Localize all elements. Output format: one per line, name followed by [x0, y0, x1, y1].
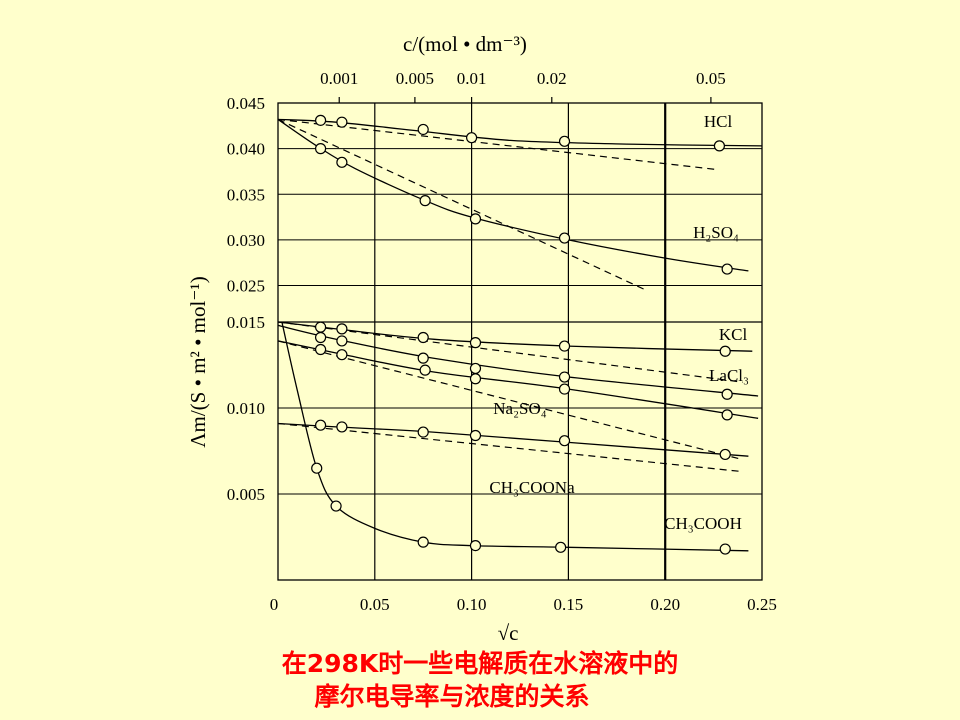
- plot-frame: [277, 102, 763, 581]
- data-point: [558, 135, 571, 147]
- data-point: [719, 448, 731, 461]
- series-label: Na₂SO₄: [493, 399, 546, 418]
- data-point: [721, 409, 733, 421]
- y-axis-tick-label: 0.005: [227, 485, 265, 504]
- data-point: [419, 364, 431, 376]
- top-axis-tick-label: 0.05: [696, 69, 726, 88]
- data-point: [713, 140, 726, 152]
- x-axis-tick-label: 0: [270, 595, 279, 614]
- data-point: [417, 331, 429, 344]
- limiting-law-line: [277, 118, 647, 291]
- series-curve: [277, 321, 753, 352]
- series-curve: [277, 118, 749, 272]
- x-axis-title: √c: [498, 621, 519, 645]
- x-axis-tick-label: 0.10: [457, 595, 487, 614]
- data-point: [311, 462, 323, 474]
- data-point: [555, 541, 567, 553]
- data-point: [469, 362, 482, 375]
- top-axis-title: c/(mol • dm⁻³): [403, 32, 527, 56]
- series-label: HCl: [704, 112, 733, 131]
- x-axis-ticks: 0 0.05 0.10 0.15 0.20 0.25: [270, 595, 777, 614]
- grid: [277, 102, 763, 581]
- y-axis-title: Λm/(S • m² • mol⁻¹): [186, 276, 210, 447]
- top-axis-tick-label: 0.005: [396, 69, 434, 88]
- data-point: [314, 331, 327, 344]
- y-axis-tick-label: 0.010: [227, 399, 265, 418]
- data-point: [336, 335, 348, 347]
- data-point: [419, 195, 431, 207]
- data-point: [417, 426, 429, 438]
- limiting-law-line: [277, 340, 743, 461]
- data-point: [469, 337, 482, 349]
- series-label: CH₃COOH: [664, 514, 742, 533]
- series-label: LaCl₃: [709, 366, 749, 385]
- series-points: [311, 114, 733, 555]
- data-point: [721, 263, 733, 275]
- data-point: [314, 343, 327, 356]
- data-point: [558, 383, 571, 395]
- data-point: [336, 156, 348, 168]
- data-point: [466, 132, 478, 144]
- series-curve: [277, 118, 763, 147]
- data-point: [719, 543, 731, 555]
- y-axis-tick-label: 0.040: [227, 140, 265, 159]
- x-axis-tick-label: 0.25: [747, 595, 777, 614]
- y-axis-tick-label: 0.035: [227, 185, 265, 204]
- top-axis-tick-label: 0.02: [537, 69, 567, 88]
- x-axis-tick-label: 0.15: [554, 595, 584, 614]
- x-axis-tick-label: 0.20: [650, 595, 680, 614]
- limiting-law-line: [277, 118, 718, 171]
- series-curve: [277, 340, 759, 419]
- y-axis-tick-label: 0.030: [227, 231, 265, 250]
- limiting-law-line: [277, 422, 743, 473]
- data-point: [417, 352, 429, 364]
- series-label: KCl: [719, 325, 748, 344]
- data-point: [336, 349, 348, 361]
- data-point: [558, 232, 571, 244]
- series-label: H₂SO₄: [693, 223, 739, 242]
- data-point: [314, 419, 327, 431]
- data-point: [336, 421, 348, 433]
- series-curve: [277, 324, 759, 397]
- series-labels: HCl H₂SO₄ KCl LaCl₃ Na₂SO₄ CH₃COONa CH₃COOH: [489, 112, 749, 533]
- data-point: [417, 536, 429, 548]
- data-point: [417, 123, 429, 136]
- data-point: [314, 321, 327, 333]
- top-axis-ticks: 0.001 0.005 0.01 0.02 0.05: [320, 69, 726, 103]
- y-axis-tick-label: 0.025: [227, 277, 265, 296]
- top-axis-tick-label: 0.001: [320, 69, 358, 88]
- limiting-law-lines: [277, 118, 743, 473]
- y-axis-tick-label: 0.045: [227, 94, 265, 113]
- data-point: [336, 116, 348, 128]
- series-curve: [281, 321, 749, 552]
- data-point: [719, 345, 731, 357]
- data-point: [558, 435, 571, 447]
- series-label: CH₃COONa: [489, 478, 575, 497]
- y-axis-tick-label: 0.015: [227, 313, 265, 332]
- data-point: [469, 539, 482, 552]
- data-point: [558, 371, 571, 383]
- y-axis-ticks: 0.045 0.040 0.035 0.030 0.025 0.015 0.010 0.005: [227, 94, 265, 504]
- data-point: [314, 114, 327, 126]
- data-point: [469, 429, 482, 442]
- caption-line-2: 摩尔电导率与浓度的关系: [314, 682, 589, 711]
- limiting-law-line: [277, 321, 743, 383]
- data-point: [330, 500, 342, 512]
- x-axis-tick-label: 0.05: [360, 595, 390, 614]
- top-axis-tick-label: 0.01: [457, 69, 487, 88]
- series-curves: [277, 118, 763, 552]
- data-point: [558, 340, 571, 352]
- data-point: [721, 388, 733, 400]
- data-point: [314, 143, 327, 155]
- data-point: [469, 213, 482, 225]
- data-point: [469, 373, 482, 385]
- caption-line-1: 在298K时一些电解质在水溶液中的: [282, 649, 679, 678]
- data-point: [336, 323, 348, 335]
- series-curve: [277, 422, 749, 457]
